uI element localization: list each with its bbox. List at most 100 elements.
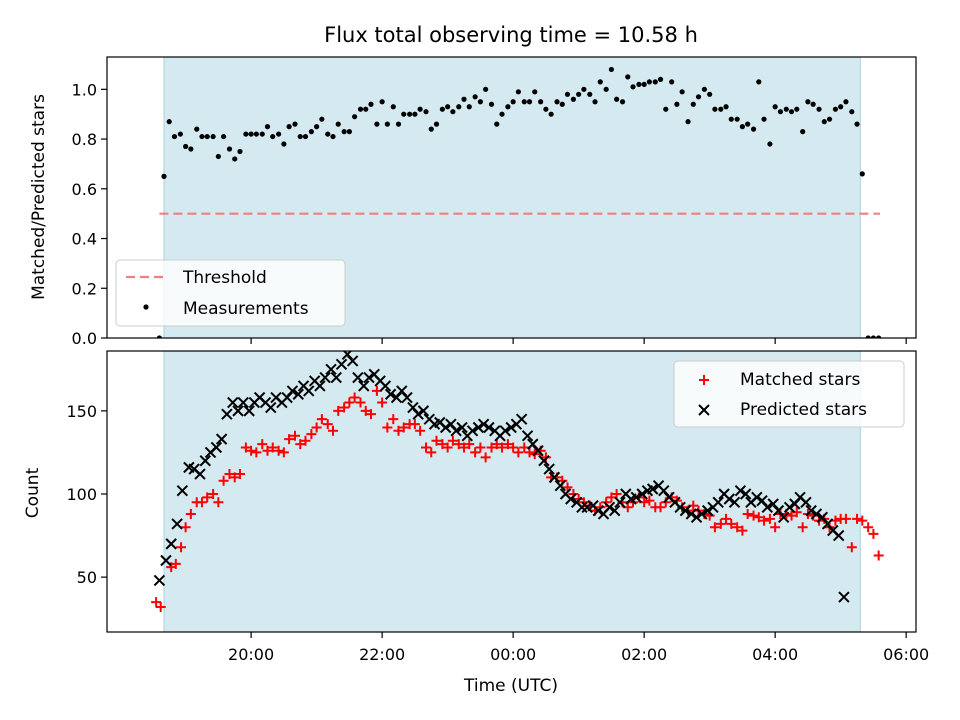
- y-tick-label: 0.6: [72, 180, 97, 199]
- matched-point: [846, 542, 857, 553]
- predicted-point: [227, 396, 239, 409]
- measurement-point: [581, 86, 587, 92]
- predicted-point: [286, 385, 299, 397]
- measurement-point: [663, 106, 669, 112]
- x-tick-label: 02:00: [621, 645, 667, 664]
- measurement-point: [515, 89, 521, 95]
- measurement-point: [788, 109, 795, 115]
- x-axis-label: Time (UTC): [463, 676, 558, 696]
- measurement-point: [237, 148, 243, 155]
- matched-point: [497, 442, 508, 453]
- predicted-point: [712, 496, 724, 509]
- measurement-point: [816, 106, 822, 112]
- measurement-point: [669, 79, 675, 85]
- y-tick-label: 50: [77, 568, 97, 587]
- measurement-point: [243, 131, 249, 137]
- measurement-point: [865, 335, 871, 338]
- matched-point: [644, 495, 655, 506]
- matched-point: [655, 502, 666, 513]
- predicted-point: [679, 504, 692, 517]
- measurement-point: [384, 121, 390, 127]
- predicted-point: [215, 433, 228, 445]
- predicted-point: [630, 491, 642, 504]
- measurement-point: [619, 99, 626, 105]
- matched-point: [797, 522, 808, 533]
- predicted-point: [412, 408, 424, 420]
- measurement-point: [346, 129, 352, 135]
- measurement-point: [253, 131, 259, 137]
- x-tick-label: 22:00: [359, 645, 405, 664]
- measurement-point: [456, 104, 462, 110]
- measurement-point: [707, 91, 713, 97]
- measurement-point: [734, 116, 740, 122]
- x-tick-label: 04:00: [752, 645, 798, 664]
- measurement-point: [854, 121, 860, 127]
- predicted-point: [401, 391, 413, 404]
- measurement-point: [543, 106, 549, 112]
- matched-point: [437, 439, 448, 450]
- predicted-point: [335, 358, 348, 371]
- predicted-point: [199, 455, 211, 467]
- legend: Matched stars Predicted stars: [673, 360, 905, 428]
- predicted-point: [330, 371, 342, 384]
- measurement-point: [379, 99, 385, 105]
- legend-box: [115, 259, 346, 327]
- measurement-point: [630, 84, 636, 90]
- predicted-point: [153, 574, 166, 587]
- predicted-point: [805, 504, 817, 517]
- measurement-point: [532, 89, 538, 95]
- matched-point: [371, 385, 382, 396]
- measurement-point: [325, 131, 331, 137]
- measurement-point: [559, 101, 565, 107]
- matched-point: [748, 510, 759, 521]
- measurement-point: [876, 335, 882, 338]
- predicted-point: [674, 501, 686, 514]
- matched-point: [382, 422, 393, 433]
- matched-point: [306, 429, 317, 440]
- matched-point: [185, 508, 196, 519]
- measurement-point: [226, 146, 233, 152]
- predicted-point: [439, 421, 452, 434]
- predicted-point: [483, 421, 495, 434]
- measurement-point: [526, 99, 533, 105]
- matched-point: [393, 425, 404, 436]
- predicted-point: [292, 388, 304, 400]
- matched-point: [322, 419, 333, 430]
- measurement-point: [723, 104, 729, 110]
- measurement-point: [554, 99, 560, 105]
- measurement-point: [156, 335, 163, 338]
- matched-point: [344, 397, 355, 408]
- measurement-point: [510, 99, 516, 105]
- measurement-point: [603, 86, 609, 92]
- legend-matched-label: Matched stars: [740, 370, 860, 390]
- predicted-point: [303, 385, 315, 397]
- matched-point: [611, 488, 622, 499]
- matched-point: [339, 402, 350, 413]
- measurement-point: [264, 124, 271, 130]
- legend-predicted-swatch: [698, 404, 710, 416]
- matched-point: [251, 447, 262, 458]
- y-tick-label: 1.0: [72, 80, 97, 99]
- measurement-point: [472, 94, 478, 100]
- measurement-point: [701, 86, 708, 92]
- matched-point: [151, 597, 162, 608]
- matched-point: [176, 542, 187, 553]
- measurement-point: [761, 116, 767, 122]
- matched-point: [180, 522, 191, 533]
- measurement-point: [488, 101, 495, 107]
- measurement-point: [412, 111, 418, 117]
- legend: Threshold Measurements: [115, 259, 346, 327]
- predicted-point: [515, 413, 528, 425]
- matched-point: [732, 522, 743, 533]
- measurement-point: [794, 106, 800, 112]
- measurement-point: [401, 111, 407, 117]
- predicted-point: [810, 508, 823, 520]
- matched-point: [218, 475, 229, 486]
- measurement-point: [390, 104, 396, 110]
- matched-point: [742, 508, 753, 519]
- measurement-point: [718, 106, 724, 112]
- measurement-point: [679, 89, 685, 95]
- measurement-point: [494, 121, 500, 127]
- measurement-point: [728, 116, 734, 122]
- measurement-point: [843, 99, 849, 105]
